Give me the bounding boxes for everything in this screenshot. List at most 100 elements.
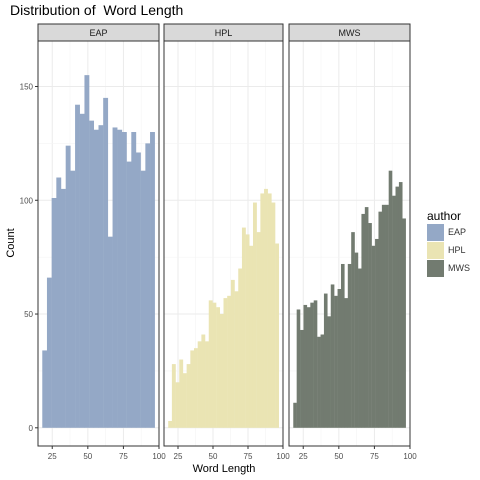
x-tick-label: 100 (152, 452, 166, 461)
histogram-bar (351, 232, 355, 428)
histogram-bar (275, 243, 279, 428)
histogram-bar (300, 329, 304, 428)
x-tick-label: 100 (276, 452, 290, 461)
x-axis-title: Word Length (193, 463, 256, 475)
histogram-bar (186, 364, 191, 428)
histogram-bar (75, 104, 80, 428)
histogram-bar (245, 234, 250, 428)
panel-border (37, 40, 160, 447)
panel-mws: MWS 25 50 75 100 (288, 23, 417, 461)
histogram-bar (361, 213, 366, 428)
x-tick-label: 50 (209, 452, 218, 461)
x-tick-label: 100 (403, 452, 417, 461)
histogram-bar (216, 307, 221, 428)
histogram-bar (117, 129, 123, 428)
panel-border (288, 40, 411, 447)
histogram-bar (93, 129, 99, 428)
histogram-bar (46, 277, 52, 428)
histogram-bar (238, 268, 243, 428)
histogram-bar (223, 298, 228, 428)
y-tick-label: 50 (24, 310, 33, 319)
histogram-bar (79, 113, 85, 428)
histogram-bar (171, 364, 176, 428)
histogram-bar (168, 420, 173, 428)
panel-border (163, 40, 284, 447)
histogram-bar (256, 232, 261, 428)
histogram-bar (323, 293, 328, 428)
histogram-bar (70, 170, 76, 428)
histogram-bar (337, 289, 342, 428)
histogram-bar (402, 218, 406, 428)
histogram-bar (219, 314, 224, 428)
histogram-bar (310, 302, 314, 428)
histogram-bar (313, 300, 318, 428)
legend-label-mws: MWS (448, 263, 470, 273)
histogram-bar (241, 227, 246, 428)
histogram-bar (375, 238, 379, 428)
histogram-bar (197, 341, 202, 428)
histogram-bar (267, 193, 272, 428)
legend-key-hpl (427, 242, 444, 259)
histogram-bar (212, 302, 217, 428)
histogram-bar (190, 350, 195, 428)
histogram-bar (227, 295, 232, 428)
histogram-bar (131, 132, 137, 428)
histogram-bar (264, 188, 268, 428)
histogram-bar (51, 197, 57, 428)
histogram-bar (368, 223, 372, 428)
histogram-bar (260, 193, 265, 428)
histogram-bar (175, 382, 180, 428)
histogram-bar (371, 245, 376, 428)
histogram-bar (84, 75, 90, 428)
panel-hpl: HPL 25 50 75 100 (163, 23, 290, 461)
histogram-bar (61, 188, 66, 428)
x-tick-label: 25 (299, 452, 308, 461)
facet-label: HPL (215, 28, 233, 38)
y-tick-label: 0 (29, 424, 34, 433)
histogram-bar (98, 125, 104, 428)
histogram-bar (392, 195, 396, 428)
histogram-bar (121, 132, 127, 428)
histogram-bar (252, 202, 257, 428)
histogram-bar (388, 170, 393, 428)
histogram-bar (364, 207, 369, 428)
histogram-bar (249, 245, 254, 428)
chart-title: Distribution of Word Length (10, 2, 184, 18)
histogram-bar (395, 186, 400, 428)
histogram-bar (145, 143, 151, 428)
histogram-bar (347, 263, 352, 428)
histogram-bar (303, 304, 308, 428)
x-tick-label: 50 (83, 452, 92, 461)
histogram-bar (230, 279, 235, 428)
histogram-bar (354, 252, 359, 428)
legend-label-hpl: HPL (448, 245, 466, 255)
histogram-bar (42, 350, 48, 428)
panel-eap: EAP 25 50 75 100 (37, 23, 166, 461)
histogram-bar (140, 170, 146, 428)
histogram-bar (107, 236, 113, 428)
histogram-bar (381, 204, 386, 428)
histogram-bar (296, 309, 301, 428)
histogram-bar (340, 263, 345, 428)
y-tick-label: 150 (20, 83, 34, 92)
histogram-bar (271, 202, 276, 428)
x-tick-label: 75 (119, 452, 128, 461)
histogram-bar (205, 341, 209, 428)
histogram-bar (344, 298, 348, 428)
legend-key-mws (427, 260, 444, 277)
x-tick-label: 25 (48, 452, 57, 461)
histogram-bar (398, 182, 403, 428)
x-tick-label: 50 (334, 452, 343, 461)
legend-key-eap (427, 224, 444, 241)
histogram-bar (358, 268, 362, 428)
legend-title: author (427, 209, 462, 223)
y-tick-label: 100 (20, 196, 34, 205)
histogram-bar (126, 161, 132, 428)
facet-label: EAP (89, 28, 107, 38)
histogram-bar (378, 211, 383, 428)
histogram-bar (317, 336, 321, 428)
legend-label-eap: EAP (448, 227, 467, 237)
facet-label: MWS (339, 28, 361, 38)
histogram-bar (150, 132, 155, 428)
